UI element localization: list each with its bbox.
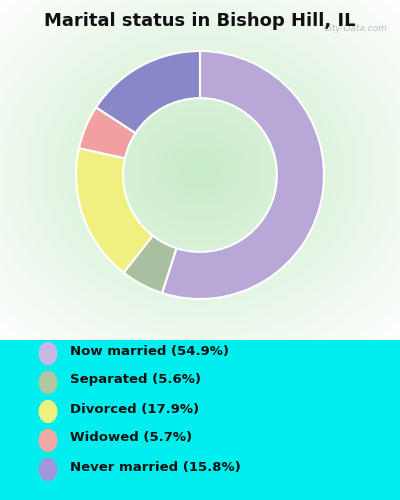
Wedge shape — [96, 51, 200, 133]
Text: City-Data.com: City-Data.com — [324, 24, 388, 33]
Wedge shape — [124, 236, 176, 293]
Wedge shape — [162, 51, 324, 299]
Text: Separated (5.6%): Separated (5.6%) — [70, 374, 201, 386]
Wedge shape — [79, 108, 136, 158]
Text: Divorced (17.9%): Divorced (17.9%) — [70, 402, 199, 415]
Text: Widowed (5.7%): Widowed (5.7%) — [70, 432, 192, 444]
Text: Never married (15.8%): Never married (15.8%) — [70, 460, 241, 473]
Text: Marital status in Bishop Hill, IL: Marital status in Bishop Hill, IL — [44, 12, 356, 30]
Wedge shape — [76, 148, 153, 272]
Text: Now married (54.9%): Now married (54.9%) — [70, 344, 229, 358]
